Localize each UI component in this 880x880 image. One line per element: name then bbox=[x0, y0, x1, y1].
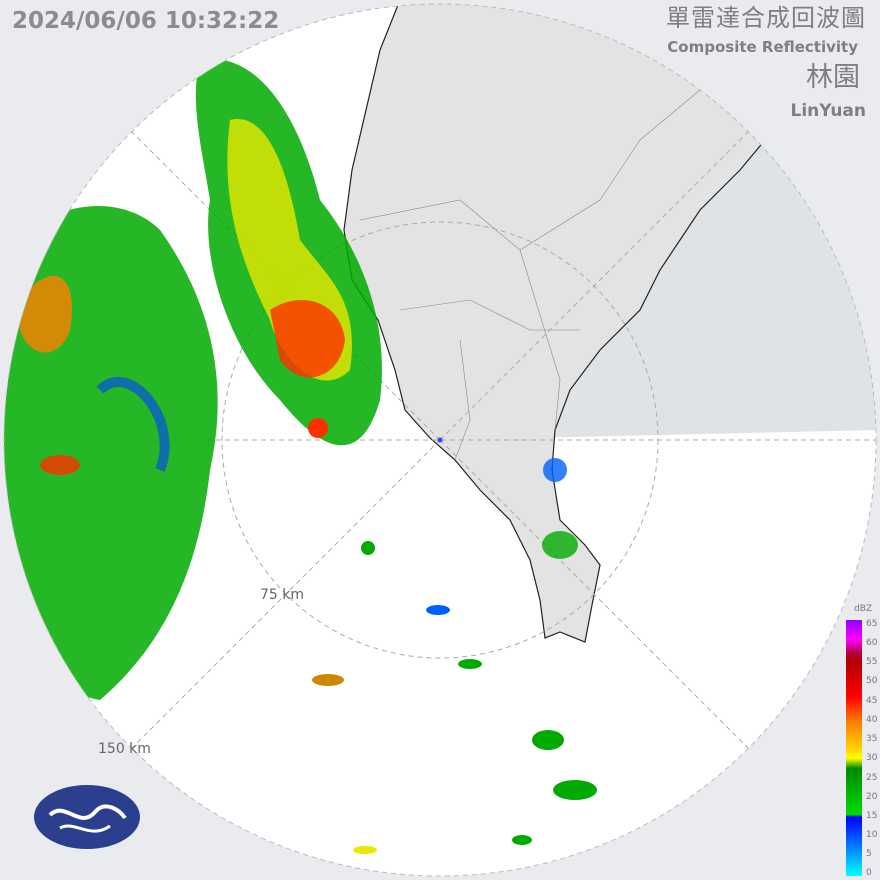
legend-tick: 0 bbox=[866, 868, 872, 878]
legend-tick: 30 bbox=[866, 753, 878, 763]
echoes bbox=[4, 59, 597, 854]
dbz-legend: dBZ 65 60 55 50 45 40 35 30 25 20 15 10 … bbox=[838, 604, 880, 880]
outer-range-ring bbox=[3, 3, 877, 877]
legend-tick: 50 bbox=[866, 676, 878, 686]
range-label-75: 75 km bbox=[260, 587, 305, 603]
legend-tick: 35 bbox=[866, 734, 878, 744]
station-en: LinYuan bbox=[790, 101, 866, 121]
timestamp: 2024/06/06 10:32:22 bbox=[12, 8, 280, 34]
legend-tick: 10 bbox=[866, 830, 878, 840]
legend-colorbar bbox=[846, 620, 862, 876]
title-zh: 單雷達合成回波圖 bbox=[666, 4, 866, 32]
legend-tick: 25 bbox=[866, 773, 878, 783]
station-zh: 林園 bbox=[806, 62, 860, 93]
legend-tick: 40 bbox=[866, 715, 878, 725]
legend-tick: 55 bbox=[866, 657, 878, 667]
legend-tick: 20 bbox=[866, 792, 878, 802]
legend-tick: 60 bbox=[866, 638, 878, 648]
radar-site-marker bbox=[437, 437, 443, 443]
legend-tick: 5 bbox=[866, 849, 872, 859]
range-label-150: 150 km bbox=[98, 741, 151, 757]
legend-tick: 45 bbox=[866, 696, 878, 706]
legend-tick: 65 bbox=[866, 619, 878, 629]
title-en: Composite Reflectivity bbox=[667, 38, 858, 56]
legend-unit: dBZ bbox=[854, 604, 873, 614]
logo bbox=[34, 785, 140, 849]
legend-tick: 15 bbox=[866, 811, 878, 821]
county-boundaries bbox=[359, 89, 701, 461]
